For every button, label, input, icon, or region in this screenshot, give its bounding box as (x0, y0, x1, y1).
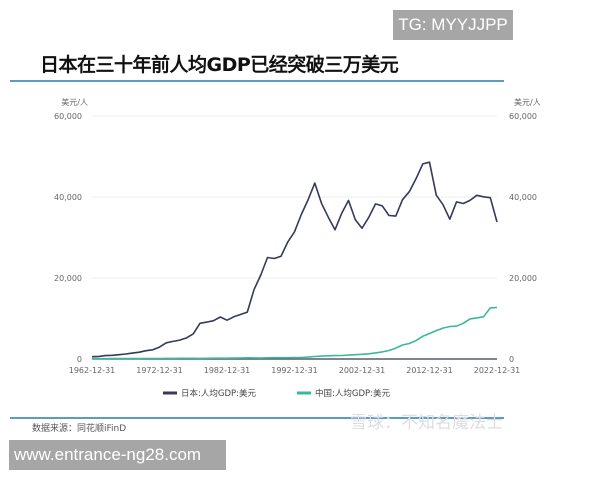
series-line-1 (92, 306, 498, 360)
x-tick: 1972-12-31 (136, 366, 183, 375)
y-tick-left: 60,000 (54, 112, 82, 121)
y-axis-label-left: 美元/人 (61, 97, 88, 107)
footer-divider (10, 417, 504, 419)
legend-label-1: 中国:人均GDP:美元 (315, 388, 390, 399)
title-divider (10, 80, 504, 82)
overlay-watermark-top: TG: MYYJJPP (393, 10, 513, 40)
x-tick: 1962-12-31 (69, 366, 116, 375)
legend-label-0: 日本:人均GDP:美元 (181, 388, 256, 399)
chart: 美元/人 美元/人 0 0 20,000 20,000 40,000 40,000 60,0… (54, 97, 541, 399)
x-tick: 2012-12-31 (406, 366, 453, 375)
y-tick-left: 20,000 (54, 274, 82, 283)
x-tick: 1982-12-31 (204, 366, 251, 375)
data-source: 数据来源：同花顺iFinD (32, 424, 127, 434)
xueqiu-watermark: 雪球：不知名魔法士 (350, 413, 503, 433)
overlay-watermark-bottom: www.entrance-ng28.com (9, 440, 226, 470)
y-tick-right: 60,000 (509, 112, 537, 121)
series-line-0 (91, 161, 498, 358)
y-tick-right: 40,000 (509, 193, 537, 202)
y-axis-label-right: 美元/人 (514, 97, 541, 107)
x-tick: 1992-12-31 (271, 366, 318, 375)
y-tick-left: 40,000 (54, 193, 82, 202)
y-tick-left: 0 (77, 355, 82, 364)
x-tick: 2022-12-31 (474, 366, 521, 375)
chart-title: 日本在三十年前人均GDP已经突破三万美元 (40, 54, 399, 76)
x-tick: 2002-12-31 (339, 366, 386, 375)
y-tick-right: 0 (509, 355, 514, 364)
y-tick-right: 20,000 (509, 274, 537, 283)
